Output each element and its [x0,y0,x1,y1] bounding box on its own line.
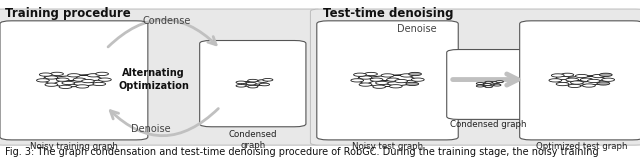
Text: Denoise: Denoise [397,24,437,34]
Circle shape [258,80,268,82]
Circle shape [96,72,109,75]
Circle shape [359,83,372,86]
Circle shape [387,78,399,81]
Circle shape [412,78,424,81]
Circle shape [99,78,111,81]
Circle shape [492,82,500,84]
FancyBboxPatch shape [0,9,323,145]
Circle shape [485,81,493,83]
Circle shape [484,83,492,85]
Circle shape [236,84,246,87]
Circle shape [67,74,81,77]
Circle shape [566,78,579,81]
Circle shape [600,73,612,76]
Circle shape [351,79,364,82]
Circle shape [571,81,584,84]
Text: Condense: Condense [142,16,191,26]
Circle shape [588,79,600,83]
Text: Optimized test graph: Optimized test graph [536,142,627,151]
Circle shape [376,81,388,84]
Circle shape [36,79,49,82]
Text: Fig. 3: The graph condensation and test-time denoising procedure of RobGC. Durin: Fig. 3: The graph condensation and test-… [5,147,599,157]
Text: Alternating
Optimization: Alternating Optimization [118,68,189,91]
Circle shape [59,85,72,89]
Circle shape [93,82,106,86]
Circle shape [582,84,595,87]
Circle shape [87,74,100,77]
Circle shape [597,82,610,85]
Circle shape [365,72,378,76]
Circle shape [568,84,581,88]
FancyBboxPatch shape [317,21,458,140]
Circle shape [409,72,422,76]
Circle shape [354,73,366,76]
FancyBboxPatch shape [0,21,148,140]
Circle shape [248,85,258,88]
FancyBboxPatch shape [310,9,640,145]
Circle shape [476,85,484,87]
Circle shape [389,85,402,88]
Circle shape [248,79,258,82]
Text: Condensed
graph: Condensed graph [228,130,277,150]
Circle shape [370,78,383,81]
Text: Noisy training graph: Noisy training graph [29,142,118,151]
Circle shape [556,76,569,80]
Circle shape [401,74,413,77]
Circle shape [549,79,562,82]
Circle shape [51,72,63,75]
Circle shape [259,83,269,86]
Circle shape [485,86,493,88]
Circle shape [556,82,569,86]
Circle shape [76,85,89,88]
Circle shape [406,82,419,86]
Circle shape [262,79,273,81]
FancyBboxPatch shape [447,50,531,119]
Circle shape [40,73,52,76]
Circle shape [575,74,588,78]
Circle shape [359,76,372,79]
FancyBboxPatch shape [520,21,640,140]
Circle shape [82,79,95,83]
Circle shape [561,73,574,76]
Circle shape [496,81,504,83]
Circle shape [592,74,605,78]
Circle shape [62,81,75,85]
Circle shape [493,84,501,86]
Circle shape [56,78,69,81]
Text: Condensed graph: Condensed graph [450,120,527,129]
Text: Noisy test graph: Noisy test graph [351,142,423,151]
Circle shape [602,78,614,81]
Circle shape [73,78,86,81]
Circle shape [236,81,246,84]
Circle shape [552,74,564,77]
FancyBboxPatch shape [200,41,306,127]
Text: Training procedure: Training procedure [5,7,131,20]
Circle shape [373,85,386,88]
Circle shape [45,83,58,86]
Circle shape [381,74,394,77]
Circle shape [476,82,484,84]
Circle shape [246,82,256,85]
Text: Denoise: Denoise [131,124,170,134]
Circle shape [45,76,58,79]
Circle shape [580,78,593,81]
Circle shape [395,79,408,83]
Text: Test-time denoising: Test-time denoising [323,7,454,20]
